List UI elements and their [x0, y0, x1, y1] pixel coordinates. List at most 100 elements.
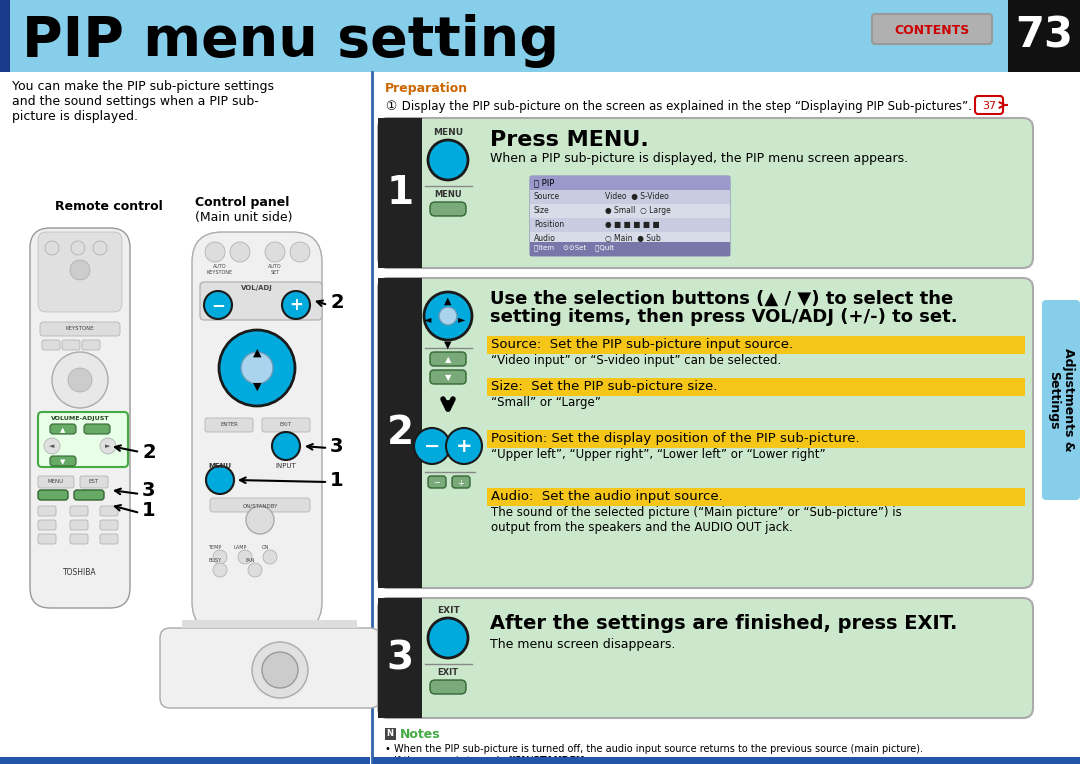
Text: Position: Position — [534, 220, 564, 229]
Text: Size: Size — [534, 206, 550, 215]
Circle shape — [71, 241, 85, 255]
FancyBboxPatch shape — [100, 520, 118, 530]
FancyBboxPatch shape — [430, 680, 465, 694]
Text: 3: 3 — [330, 436, 343, 455]
FancyBboxPatch shape — [378, 278, 1032, 588]
Text: Video  ● S-Video: Video ● S-Video — [605, 192, 669, 201]
Text: The menu screen disappears.: The menu screen disappears. — [490, 638, 675, 651]
Text: −: − — [433, 478, 441, 487]
Text: ENTER: ENTER — [220, 422, 238, 427]
FancyBboxPatch shape — [70, 520, 87, 530]
Bar — [487, 336, 1025, 354]
Text: (Main unit side): (Main unit side) — [195, 211, 293, 224]
Circle shape — [93, 241, 107, 255]
Circle shape — [204, 291, 232, 319]
Circle shape — [291, 242, 310, 262]
FancyBboxPatch shape — [262, 418, 310, 432]
Bar — [378, 598, 422, 718]
Bar — [0, 0, 1080, 72]
Text: 2: 2 — [387, 414, 414, 452]
Circle shape — [100, 438, 116, 454]
Bar — [530, 218, 730, 232]
Text: ►: ► — [106, 443, 110, 449]
Text: 37: 37 — [982, 101, 996, 111]
Circle shape — [252, 642, 308, 698]
Text: ● ■ ■ ■ ■ ■: ● ■ ■ ■ ■ ■ — [605, 220, 660, 229]
Circle shape — [428, 618, 468, 658]
Circle shape — [213, 550, 227, 564]
Circle shape — [428, 140, 468, 180]
FancyBboxPatch shape — [192, 232, 322, 632]
FancyBboxPatch shape — [38, 534, 56, 544]
FancyBboxPatch shape — [530, 176, 730, 256]
Text: 73: 73 — [1015, 15, 1074, 57]
Text: TEMP: TEMP — [208, 545, 221, 550]
FancyBboxPatch shape — [210, 498, 310, 512]
Bar — [530, 176, 730, 190]
Text: Source: Source — [534, 192, 561, 201]
Text: AUTO
KEYSTONE: AUTO KEYSTONE — [207, 264, 233, 275]
Text: When a PIP sub-picture is displayed, the PIP menu screen appears.: When a PIP sub-picture is displayed, the… — [490, 152, 908, 165]
Text: FAN: FAN — [245, 558, 255, 563]
Text: Display the PIP sub-picture on the screen as explained in the step “Displaying P: Display the PIP sub-picture on the scree… — [399, 100, 972, 113]
FancyBboxPatch shape — [378, 118, 1032, 268]
Text: 3: 3 — [387, 639, 414, 677]
Circle shape — [414, 428, 450, 464]
Text: ①: ① — [384, 100, 396, 113]
Circle shape — [265, 242, 285, 262]
Text: 2: 2 — [330, 293, 343, 312]
Text: EXIT: EXIT — [436, 606, 459, 615]
Text: EST: EST — [89, 479, 99, 484]
Text: N: N — [387, 729, 393, 738]
Bar — [1008, 0, 1080, 72]
Circle shape — [264, 550, 276, 564]
Circle shape — [219, 330, 295, 406]
FancyBboxPatch shape — [80, 476, 108, 488]
Bar — [487, 488, 1025, 506]
Text: Remote control: Remote control — [55, 200, 163, 213]
Text: MENU: MENU — [434, 190, 462, 199]
Text: −: − — [423, 436, 441, 455]
Text: 2: 2 — [141, 442, 156, 461]
FancyBboxPatch shape — [38, 506, 56, 516]
Text: 🔑Item    ⊙⊙Set    🏠Quit: 🔑Item ⊙⊙Set 🏠Quit — [534, 244, 615, 251]
Circle shape — [44, 438, 60, 454]
Text: ◄: ◄ — [50, 443, 55, 449]
FancyBboxPatch shape — [872, 14, 993, 44]
FancyBboxPatch shape — [50, 424, 76, 434]
Circle shape — [438, 307, 457, 325]
Text: PIP menu setting: PIP menu setting — [22, 14, 559, 68]
FancyBboxPatch shape — [38, 520, 56, 530]
FancyBboxPatch shape — [38, 232, 122, 312]
Text: INPUT: INPUT — [275, 463, 296, 469]
Text: +: + — [289, 296, 302, 314]
Bar — [378, 278, 422, 588]
Circle shape — [230, 242, 249, 262]
FancyBboxPatch shape — [38, 476, 75, 488]
FancyBboxPatch shape — [100, 506, 118, 516]
Bar — [530, 242, 730, 256]
Circle shape — [246, 506, 274, 534]
Bar — [183, 620, 357, 628]
Text: 1: 1 — [330, 471, 343, 490]
Text: • When the PIP sub-picture is turned off, the audio input source returns to the : • When the PIP sub-picture is turned off… — [384, 744, 923, 754]
FancyBboxPatch shape — [428, 476, 446, 488]
FancyBboxPatch shape — [70, 506, 87, 516]
Bar — [0, 0, 10, 72]
Bar — [378, 118, 422, 268]
Circle shape — [213, 563, 227, 577]
FancyBboxPatch shape — [200, 282, 322, 320]
Text: 3: 3 — [141, 481, 156, 500]
Text: TOSHIBA: TOSHIBA — [64, 568, 97, 577]
Circle shape — [206, 466, 234, 494]
FancyBboxPatch shape — [70, 534, 87, 544]
Text: AUTO
SET: AUTO SET — [268, 264, 282, 275]
Text: ◄: ◄ — [424, 314, 432, 324]
Text: “Small” or “Large”: “Small” or “Large” — [491, 396, 600, 409]
Bar — [0, 757, 370, 764]
Text: 1: 1 — [387, 174, 414, 212]
FancyBboxPatch shape — [205, 418, 253, 432]
Text: ON: ON — [261, 545, 269, 550]
Text: MENU: MENU — [48, 479, 64, 484]
Text: VOLUME-ADJUST: VOLUME-ADJUST — [51, 416, 109, 421]
